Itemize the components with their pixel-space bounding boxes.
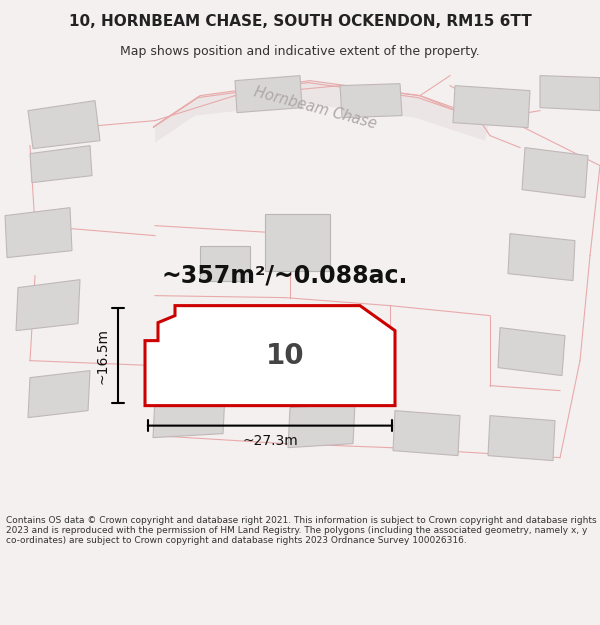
Polygon shape xyxy=(522,148,588,198)
Polygon shape xyxy=(508,234,575,281)
Text: Hornbeam Chase: Hornbeam Chase xyxy=(252,84,378,131)
Polygon shape xyxy=(28,101,100,149)
Polygon shape xyxy=(340,84,402,118)
Text: ~357m²/~0.088ac.: ~357m²/~0.088ac. xyxy=(162,264,408,288)
Polygon shape xyxy=(28,371,90,418)
Polygon shape xyxy=(16,279,80,331)
Text: ~16.5m: ~16.5m xyxy=(96,328,110,384)
Polygon shape xyxy=(453,86,530,127)
Polygon shape xyxy=(30,146,92,182)
Polygon shape xyxy=(540,76,600,111)
Text: Contains OS data © Crown copyright and database right 2021. This information is : Contains OS data © Crown copyright and d… xyxy=(6,516,596,546)
Polygon shape xyxy=(288,404,355,448)
Polygon shape xyxy=(5,208,72,258)
Polygon shape xyxy=(155,81,490,142)
Polygon shape xyxy=(488,416,555,461)
Text: 10, HORNBEAM CHASE, SOUTH OCKENDON, RM15 6TT: 10, HORNBEAM CHASE, SOUTH OCKENDON, RM15… xyxy=(68,14,532,29)
Polygon shape xyxy=(200,246,250,281)
Polygon shape xyxy=(235,76,302,112)
Text: ~27.3m: ~27.3m xyxy=(242,434,298,447)
Polygon shape xyxy=(145,306,395,406)
Polygon shape xyxy=(393,411,460,456)
Text: Map shows position and indicative extent of the property.: Map shows position and indicative extent… xyxy=(120,44,480,58)
Polygon shape xyxy=(153,394,225,438)
Polygon shape xyxy=(265,214,330,271)
Text: 10: 10 xyxy=(266,342,304,369)
Polygon shape xyxy=(498,328,565,376)
